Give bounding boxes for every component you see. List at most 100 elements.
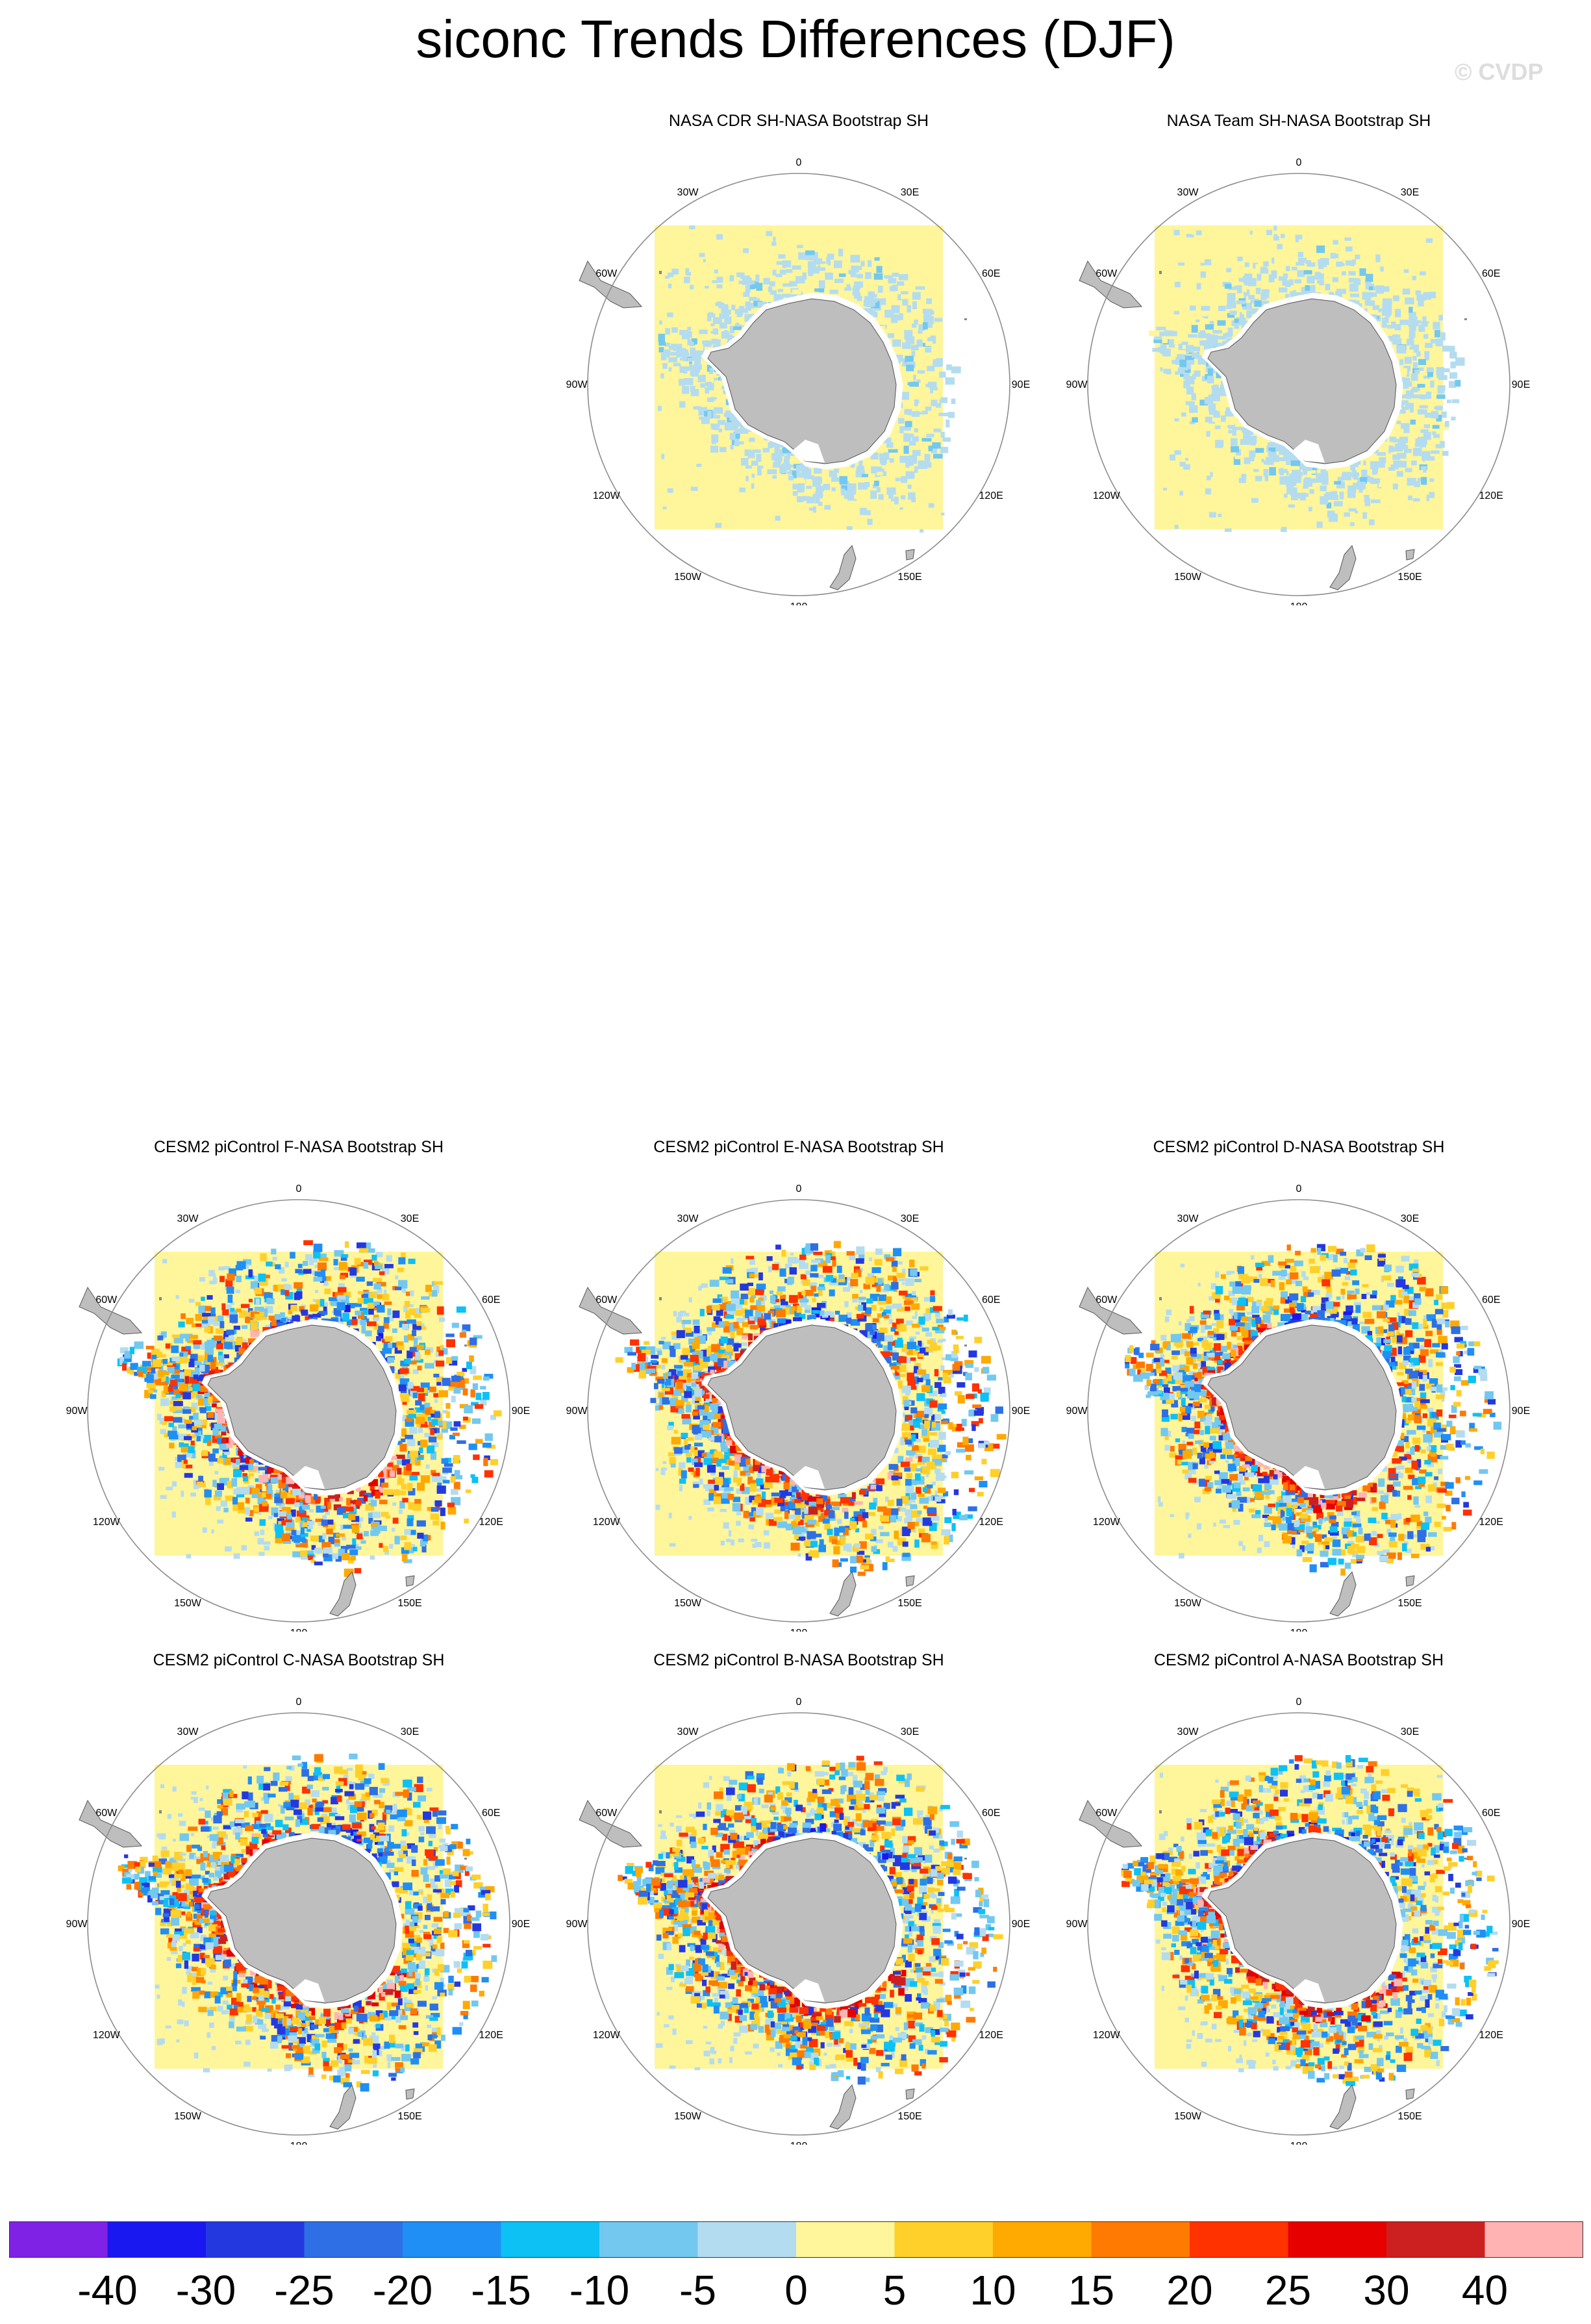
lon-label: 150E (397, 2111, 421, 2122)
lon-label: 90E (1012, 1919, 1030, 1930)
polar-map: 0 30E 60E 90E 120E 150E 180 150W 120W 90W 60W 30W (1066, 1697, 1531, 2145)
lon-label: 90W (566, 1406, 588, 1417)
lon-label: 60W (1096, 1808, 1118, 1819)
lon-label: 30E (901, 187, 919, 198)
page-title: siconc Trends Differences (DJF) (416, 10, 1175, 69)
lon-label: 120E (479, 1517, 503, 1528)
colorbar-swatch (501, 2221, 600, 2258)
lon-label: 150E (1397, 572, 1422, 583)
colorbar-tick-label: 40 (1462, 2267, 1508, 2314)
panel-title: CESM2 piControl B-NASA Bootstrap SH (653, 1651, 944, 1669)
panel-title: CESM2 piControl E-NASA Bootstrap SH (653, 1138, 944, 1156)
map-panel: CESM2 piControl E-NASA Bootstrap SH 0 30E… (552, 1138, 1046, 1632)
map-panel: CESM2 piControl F-NASA Bootstrap SH 0 30E… (52, 1138, 545, 1632)
lon-label: 180 (790, 2141, 808, 2145)
map-panel: CESM2 piControl D-NASA Bootstrap SH 0 30E… (1052, 1138, 1546, 1632)
lon-label: 90E (1012, 1406, 1030, 1417)
lon-label: 30W (177, 1726, 199, 1737)
colorbar-swatch (1386, 2221, 1485, 2258)
lon-label: 60W (95, 1295, 118, 1306)
lon-label: 60E (482, 1808, 500, 1819)
lon-label: 150W (174, 2111, 202, 2122)
lon-label: 60E (1482, 268, 1500, 279)
lon-label: 60E (982, 268, 1000, 279)
lon-label: 120E (479, 2030, 503, 2041)
watermark: © CVDP (1455, 58, 1544, 85)
map-panel: NASA Team SH-NASA Bootstrap SH 0 30E 60E 90… (1052, 112, 1546, 605)
lon-label: 30W (177, 1213, 199, 1224)
colorbar-tick-label: 30 (1363, 2267, 1409, 2314)
lon-label: 0 (1296, 1697, 1302, 1708)
polar-map: 0 30E 60E 90E 120E 150E 180 150W 120W 90W 60W 30W (566, 1183, 1031, 1632)
lon-label: 0 (796, 1697, 802, 1708)
colorbar-tick-label: -5 (679, 2267, 716, 2314)
lon-label: 60E (482, 1295, 500, 1306)
lon-label: 30W (1177, 1213, 1199, 1224)
colorbar-swatch (304, 2221, 403, 2258)
colorbar-tick-label: -30 (176, 2267, 236, 2314)
lon-label: 180 (290, 1628, 308, 1632)
panel-title: NASA Team SH-NASA Bootstrap SH (1166, 112, 1431, 130)
lon-label: 120E (979, 2030, 1003, 2041)
lon-label: 180 (290, 2141, 308, 2145)
lon-label: 90E (1512, 379, 1530, 390)
colorbar-tick-label: -25 (274, 2267, 334, 2314)
lon-label: 180 (790, 1628, 808, 1632)
lon-label: 150W (1174, 572, 1202, 583)
lon-label: 120E (979, 490, 1003, 501)
lon-label: 120E (1479, 490, 1503, 501)
colorbar-swatch (403, 2221, 501, 2258)
colorbar-swatch (894, 2221, 994, 2258)
lon-label: 90W (1066, 1919, 1088, 1930)
lon-label: 150W (1174, 1598, 1202, 1609)
lon-label: 30E (401, 1726, 419, 1737)
lon-label: 30E (1401, 187, 1419, 198)
lon-label: 120W (1093, 1517, 1121, 1528)
colorbar-tick-label: -15 (471, 2267, 531, 2314)
lon-label: 30E (1401, 1726, 1419, 1737)
lon-label: 90E (1012, 379, 1030, 390)
lon-label: 120E (1479, 1517, 1503, 1528)
colorbar-tick-label: 0 (784, 2267, 808, 2314)
lon-label: 150E (897, 1598, 921, 1609)
lon-label: 0 (796, 157, 802, 168)
lon-label: 120W (1093, 2030, 1121, 2041)
lon-label: 60W (595, 1295, 618, 1306)
lon-label: 90E (1512, 1406, 1530, 1417)
lon-label: 0 (1296, 1183, 1302, 1194)
colorbar-swatch (993, 2221, 1092, 2258)
lon-label: 30E (1401, 1213, 1419, 1224)
colorbar-swatch (599, 2221, 698, 2258)
colorbar-tick-label: 20 (1166, 2267, 1212, 2314)
lon-label: 30E (401, 1213, 419, 1224)
lon-label: 60W (1096, 1295, 1118, 1306)
panel-title: CESM2 piControl D-NASA Bootstrap SH (1153, 1138, 1445, 1156)
lon-label: 150W (174, 1598, 202, 1609)
colorbar-tick-label: -20 (373, 2267, 433, 2314)
panel-title: CESM2 piControl A-NASA Bootstrap SH (1153, 1651, 1444, 1669)
colorbar-swatch (1190, 2221, 1288, 2258)
lon-label: 150W (674, 2111, 702, 2122)
polar-map: 0 30E 60E 90E 120E 150E 180 150W 120W 90W 60W 30W (566, 157, 1031, 605)
lon-label: 120W (593, 2030, 621, 2041)
lon-label: 90E (512, 1919, 530, 1930)
lon-label: 180 (1290, 601, 1308, 605)
map-panel: NASA CDR SH-NASA Bootstrap SH 0 30E 60E 90E… (552, 112, 1046, 605)
map-panel: CESM2 piControl B-NASA Bootstrap SH 0 30E… (552, 1651, 1046, 2145)
lon-label: 90W (566, 379, 588, 390)
lon-label: 0 (796, 1183, 802, 1194)
lon-label: 30W (1177, 1726, 1199, 1737)
map-panel: CESM2 piControl A-NASA Bootstrap SH 0 30E… (1052, 1651, 1546, 2145)
colorbar-swatch (1091, 2221, 1190, 2258)
colorbar-swatch (107, 2221, 207, 2258)
lon-label: 0 (296, 1697, 302, 1708)
lon-label: 120W (593, 490, 621, 501)
lon-label: 150W (674, 572, 702, 583)
lon-label: 60E (1482, 1295, 1500, 1306)
lon-label: 180 (790, 601, 808, 605)
colorbar-swatch (206, 2221, 305, 2258)
lon-label: 90W (566, 1919, 588, 1930)
lon-label: 90W (1066, 379, 1088, 390)
lon-label: 90E (1512, 1919, 1530, 1930)
colorbar-swatch (697, 2221, 797, 2258)
